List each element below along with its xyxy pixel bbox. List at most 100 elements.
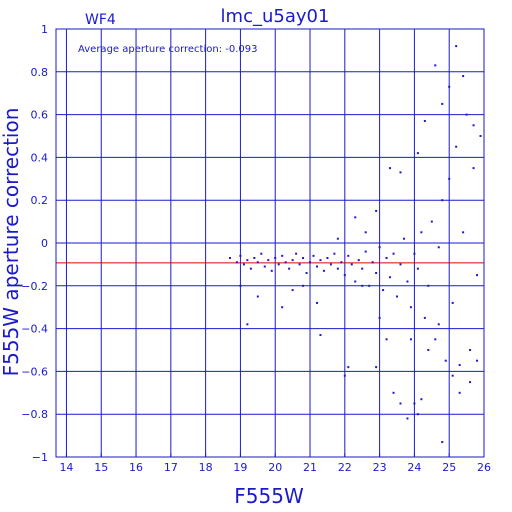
x-tick-label: 14 — [59, 461, 73, 474]
data-points — [228, 45, 482, 444]
data-point — [420, 231, 423, 234]
data-point — [371, 261, 374, 264]
data-point — [437, 246, 440, 249]
data-point — [246, 323, 249, 326]
data-point — [364, 250, 367, 253]
data-point — [343, 374, 346, 377]
y-tick-labels: −1 −0.8 −0.6 −0.4 −0.2 0 0.2 0.4 0.6 0.8 1 — [21, 23, 48, 464]
data-point — [382, 289, 385, 292]
data-point — [326, 256, 329, 259]
y-tick-label: −0.8 — [21, 408, 48, 421]
data-point — [444, 359, 447, 362]
data-point — [239, 284, 242, 287]
data-point — [462, 231, 465, 234]
data-point — [479, 135, 482, 137]
data-point — [399, 402, 402, 405]
data-point — [270, 269, 273, 272]
data-point — [295, 252, 298, 255]
data-point — [309, 261, 312, 264]
data-point — [302, 256, 305, 259]
data-point — [340, 261, 343, 264]
data-point — [465, 113, 468, 116]
data-point — [392, 252, 395, 255]
data-point — [235, 261, 238, 264]
data-point — [423, 120, 426, 123]
data-point — [458, 391, 461, 394]
grid-lines — [56, 29, 485, 457]
data-point — [451, 301, 454, 304]
chart-title: lmc_u5ay01 — [221, 6, 330, 27]
y-tick-label: 1 — [41, 23, 48, 36]
chip-label: WF4 — [85, 12, 116, 28]
data-point — [399, 171, 402, 174]
y-axis-label: F555W aperture correction — [0, 108, 23, 377]
data-point — [458, 363, 461, 366]
data-point — [284, 261, 287, 264]
data-point — [319, 334, 322, 337]
data-point — [281, 254, 284, 257]
plot-frame — [55, 28, 485, 458]
data-point — [322, 269, 325, 272]
data-point — [389, 167, 392, 170]
data-point — [409, 306, 412, 309]
data-point — [455, 145, 458, 148]
data-point — [416, 267, 419, 270]
data-point — [291, 259, 294, 262]
data-point — [281, 306, 284, 309]
data-point — [402, 237, 405, 240]
y-tick-label: 0.6 — [31, 109, 49, 122]
data-point — [302, 284, 305, 287]
data-point — [350, 263, 353, 266]
y-tick-label: 0 — [41, 237, 48, 250]
data-point — [319, 259, 322, 262]
data-point — [420, 398, 423, 401]
data-point — [277, 263, 280, 266]
data-point — [249, 267, 252, 270]
data-point — [329, 263, 332, 266]
data-point — [312, 254, 315, 257]
data-point — [396, 295, 399, 298]
data-point — [298, 263, 301, 266]
data-point — [385, 256, 388, 259]
x-tick-label: 23 — [373, 461, 387, 474]
data-point — [267, 259, 270, 262]
data-point — [406, 417, 409, 420]
data-point — [375, 209, 378, 212]
data-point — [441, 102, 444, 105]
y-tick-label: −0.6 — [21, 365, 48, 378]
data-point — [434, 338, 437, 341]
data-point — [462, 75, 465, 78]
y-tick-label: −0.4 — [21, 323, 48, 336]
data-point — [336, 237, 339, 240]
data-point — [364, 231, 367, 234]
data-point — [333, 252, 336, 255]
x-tick-label: 21 — [303, 461, 317, 474]
x-tick-label: 24 — [407, 461, 421, 474]
data-point — [448, 177, 451, 180]
data-point — [441, 199, 444, 202]
data-point — [375, 271, 378, 274]
data-point — [469, 381, 472, 384]
x-axis-label: F555W — [234, 484, 304, 508]
data-point — [469, 349, 472, 351]
data-point — [375, 366, 378, 369]
data-point — [354, 216, 357, 219]
data-point — [336, 267, 339, 270]
data-point — [263, 265, 266, 268]
data-point — [378, 246, 381, 249]
y-tick-label: 0.4 — [31, 151, 49, 164]
data-point — [416, 152, 419, 155]
data-point — [392, 391, 395, 394]
data-point — [246, 259, 249, 262]
data-point — [413, 252, 416, 255]
data-point — [399, 263, 402, 266]
data-point — [288, 267, 291, 270]
data-point — [253, 256, 256, 259]
annotation-average: Average aperture correction: -0.093 — [78, 44, 258, 55]
x-tick-label: 19 — [233, 461, 247, 474]
y-tick-label: 0.8 — [31, 66, 49, 79]
y-tick-label: −0.2 — [21, 280, 48, 293]
data-point — [357, 259, 360, 262]
